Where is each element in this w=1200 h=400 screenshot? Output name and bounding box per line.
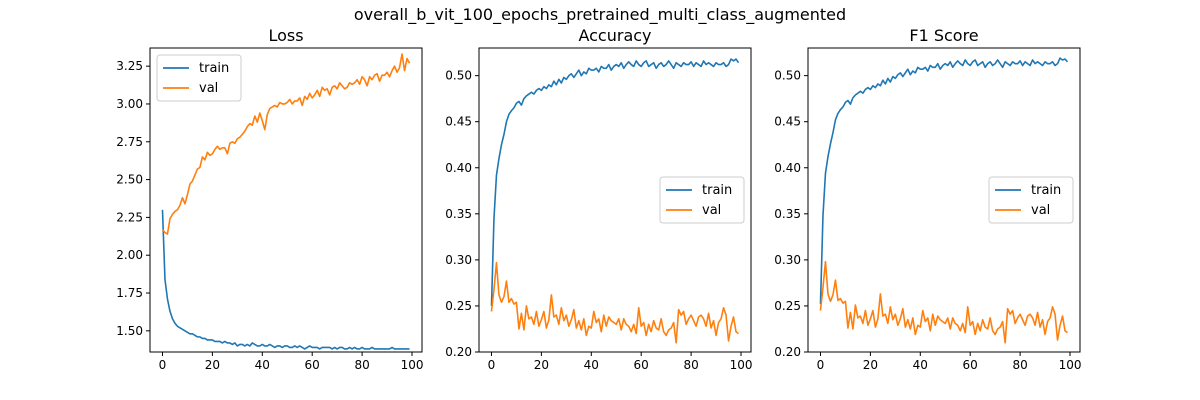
x-tick-label: 100 [401,358,424,372]
y-tick-label: 0.20 [445,345,472,359]
y-tick-label: 0.45 [445,115,472,129]
x-tick-label: 40 [584,358,599,372]
legend-label-val: val [199,81,218,96]
series-line-train [490,58,740,306]
x-tick-label: 0 [488,358,496,372]
legend: train val [156,54,242,102]
legend-box [156,54,242,102]
y-tick-label: 2.25 [116,210,143,224]
chart-title: Loss [268,26,303,45]
y-tick-label: 0.25 [445,299,472,313]
chart-title: Accuracy [578,26,651,45]
y-tick-label: 0.30 [774,253,801,267]
legend-label-train: train [1031,183,1061,198]
y-tick-label: 0.35 [774,207,801,221]
y-tick-label: 1.50 [116,324,143,338]
y-tick-label: 2.75 [116,135,143,149]
x-tick-label: 80 [354,358,369,372]
legend: train val [659,176,745,224]
y-tick-label: 3.25 [116,59,143,73]
legend-label-train: train [199,61,229,76]
x-tick-label: 100 [1059,358,1082,372]
x-tick-label: 60 [634,358,649,372]
y-tick-label: 1.75 [116,286,143,300]
y-tick-label: 0.40 [445,161,472,175]
y-tick-label: 0.45 [774,115,801,129]
x-tick-label: 80 [683,358,698,372]
y-tick-label: 0.50 [445,69,472,83]
legend: train val [988,176,1074,224]
legend-label-val: val [1031,203,1050,218]
series-line-val [490,261,739,344]
chart-panel-1: Accuracy 0 20 40 60 80 100 0.20 0.25 0.30 0.35 0.40… [445,26,752,372]
chart-panel-2: F1 Score 0 20 40 60 80 100 0.20 0.25 0.30 0.35 0.40… [774,26,1081,372]
y-tick-label: 2.50 [116,173,143,187]
x-tick-label: 0 [817,358,825,372]
x-tick-label: 20 [534,358,549,372]
y-tick-label: 0.40 [774,161,801,175]
legend-label-train: train [702,183,732,198]
x-tick-label: 60 [305,358,320,372]
x-tick-label: 0 [159,358,167,372]
series-line-train [161,209,410,350]
y-tick-label: 0.20 [774,345,801,359]
y-tick-label: 0.35 [445,207,472,221]
y-tick-label: 3.00 [116,97,143,111]
x-tick-label: 40 [255,358,270,372]
legend-label-val: val [702,203,721,218]
y-tick-label: 0.50 [774,69,801,83]
series-line-train [819,57,1069,305]
series-line-val [819,260,1068,344]
chart-title: F1 Score [909,26,978,45]
x-tick-label: 100 [730,358,753,372]
x-tick-label: 20 [205,358,220,372]
legend-box [988,176,1074,224]
x-tick-label: 80 [1012,358,1027,372]
y-tick-label: 2.00 [116,248,143,262]
legend-box [659,176,745,224]
x-tick-label: 40 [913,358,928,372]
series-line-val [161,53,411,235]
x-tick-label: 60 [963,358,978,372]
y-tick-label: 0.25 [774,299,801,313]
figure-suptitle: overall_b_vit_100_epochs_pretrained_mult… [353,5,847,24]
chart-panel-0: Loss 0 20 40 60 80 100 1.50 1.75 2.00 2.25 2.50 2.75… [116,26,423,372]
x-tick-label: 20 [863,358,878,372]
y-tick-label: 0.30 [445,253,472,267]
